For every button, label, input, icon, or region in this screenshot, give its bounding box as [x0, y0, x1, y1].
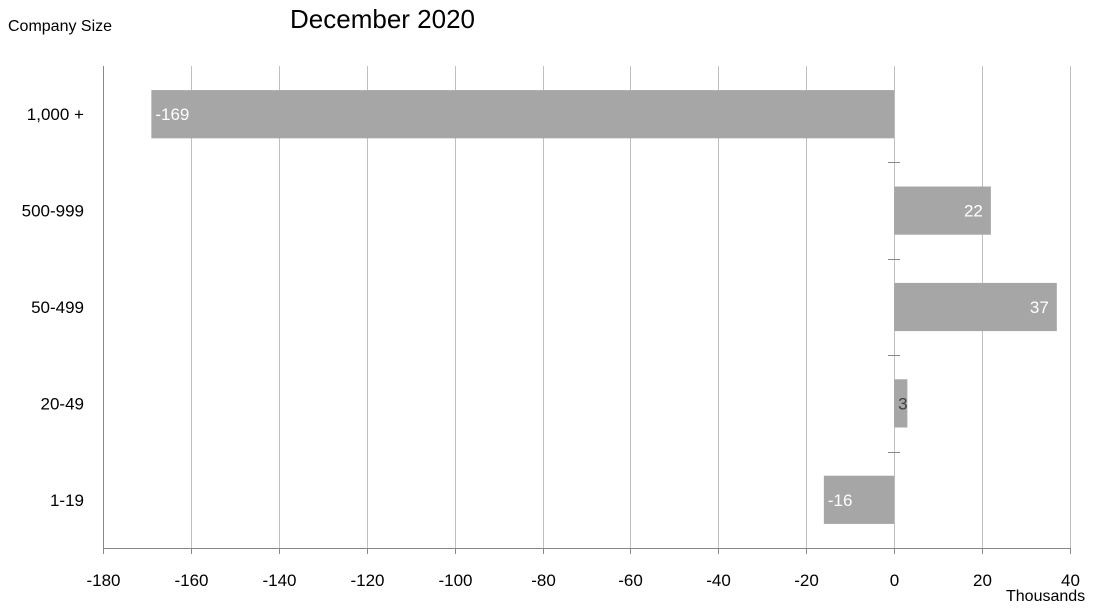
y-tick-label: 500-999 [22, 202, 84, 221]
y-tick-label: 1,000 + [27, 105, 84, 124]
x-tick-label: -20 [794, 571, 819, 590]
x-tick-label: 0 [890, 571, 899, 590]
data-label: -169 [155, 105, 189, 124]
data-label: -16 [828, 491, 853, 510]
y-axis-title: Company Size [8, 18, 113, 35]
chart-title: December 2020 [290, 4, 475, 34]
x-tick-label: -180 [86, 571, 120, 590]
bar [151, 90, 895, 139]
y-tick-label: 1-19 [50, 491, 84, 510]
x-tick-label: -60 [618, 571, 643, 590]
bar [894, 282, 1057, 332]
bars [151, 90, 1057, 524]
bar [894, 186, 991, 235]
data-label: 22 [964, 202, 983, 221]
axes [103, 66, 1071, 554]
x-tick-label: -100 [438, 571, 472, 590]
y-tick-label: 20-49 [41, 394, 84, 413]
labels: 1,000 + -169 500-999 22 50-499 37 20-49 3 1-19 -1… [22, 105, 1080, 590]
data-label: 37 [1030, 298, 1049, 317]
bar [894, 379, 908, 428]
gridlines [191, 66, 1071, 548]
x-tick-label: -140 [262, 571, 296, 590]
x-tick-label: -40 [706, 571, 731, 590]
x-tick-label: 40 [1061, 571, 1080, 590]
x-tick-label: -160 [174, 571, 208, 590]
x-tick-label: -80 [531, 571, 556, 590]
x-tick-label: -120 [350, 571, 384, 590]
bar [823, 475, 895, 524]
x-tick-label: 20 [973, 571, 992, 590]
y-tick-label: 50-499 [31, 298, 84, 317]
x-axis-unit-label: Thousands [1006, 588, 1086, 605]
data-label: 3 [898, 394, 907, 413]
